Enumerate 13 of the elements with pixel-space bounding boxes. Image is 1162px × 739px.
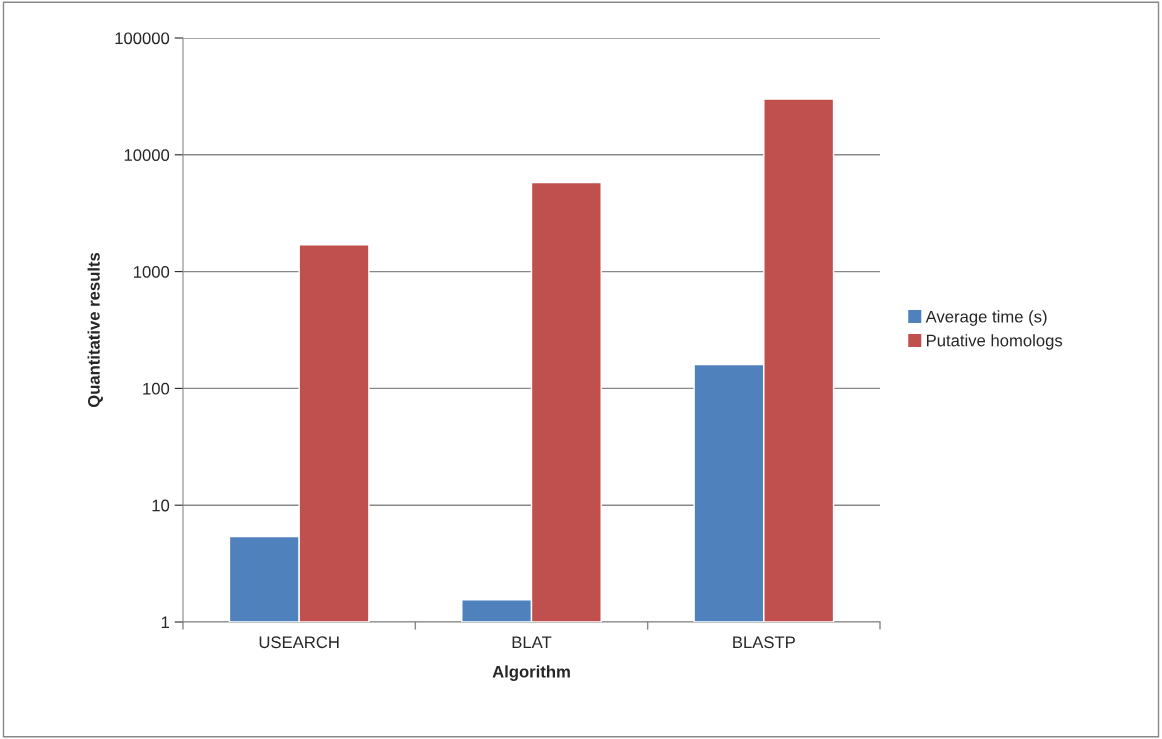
x-tick-label: BLASTP	[733, 636, 795, 649]
y-tick-label: 10000	[124, 149, 170, 161]
x-tick-label: USEARCH	[259, 636, 339, 649]
y-tick-label: 1	[161, 616, 169, 629]
y-tick-label: 10	[152, 499, 170, 512]
y-tick-label: 100000	[115, 32, 170, 45]
legend-label: Putative homologs	[926, 334, 1063, 350]
x-axis-title: Algorithm	[492, 665, 570, 681]
x-tick-label: BLAT	[512, 636, 552, 648]
y-tick-label: 100	[143, 382, 170, 395]
y-axis-title: Quantitative results	[87, 252, 103, 408]
legend-label: Average time (s)	[925, 310, 1047, 326]
y-tick-label: 1000	[134, 266, 170, 278]
